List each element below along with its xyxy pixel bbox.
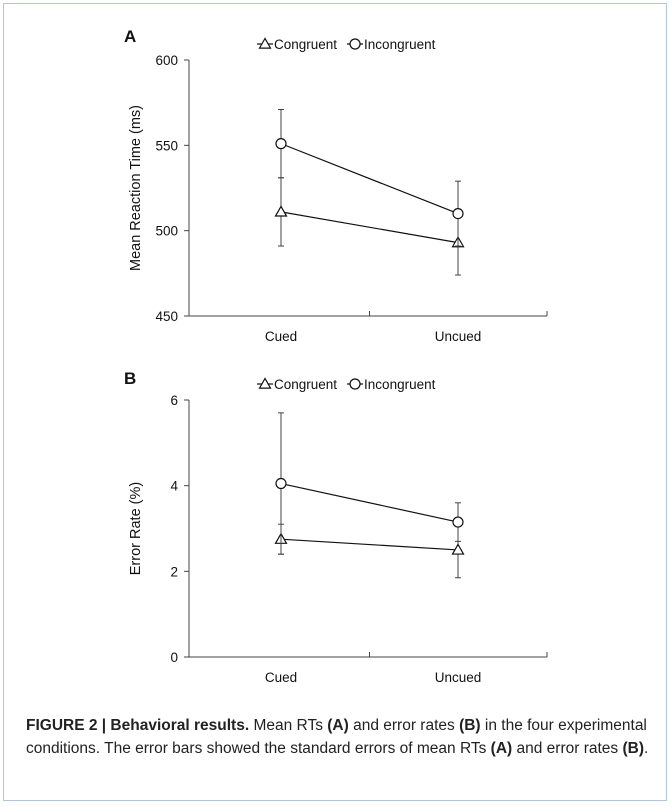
caption-text: and error rates bbox=[512, 740, 623, 757]
caption-figure-label: FIGURE 2 | Behavioral results. bbox=[26, 717, 250, 734]
caption-ref-b: (B) bbox=[622, 740, 645, 757]
y-axis-label: Mean Reaction Time (ms) bbox=[128, 105, 144, 271]
x-tick-label: Cued bbox=[265, 329, 297, 344]
series-line bbox=[280, 482, 459, 523]
caption-text: . bbox=[644, 740, 649, 757]
circle-marker bbox=[452, 516, 464, 528]
legend-triangle-marker bbox=[258, 377, 272, 389]
figure-frame bbox=[3, 3, 667, 801]
caption-text: in the four experimental conditions. The… bbox=[26, 717, 647, 757]
caption-text: and error rates bbox=[348, 717, 460, 734]
legend-label: Incongruent bbox=[364, 377, 436, 392]
legend-label: Incongruent bbox=[364, 37, 436, 52]
figure-caption: FIGURE 2 | Behavioral results. Mean RTs … bbox=[26, 714, 651, 760]
series-line bbox=[280, 143, 459, 215]
y-tick-label: 500 bbox=[155, 224, 178, 239]
y-tick-label: 2 bbox=[170, 564, 178, 579]
caption-ref-a: (A) bbox=[327, 717, 349, 734]
y-tick-label: 6 bbox=[170, 393, 178, 408]
y-tick-label: 0 bbox=[170, 650, 178, 665]
circle-marker bbox=[275, 138, 287, 150]
triangle-marker bbox=[451, 543, 465, 555]
caption-text: Mean RTs bbox=[249, 717, 328, 734]
triangle-marker bbox=[274, 205, 288, 217]
legend-triangle-marker bbox=[258, 37, 272, 49]
series-line bbox=[280, 211, 459, 244]
figure-charts: A 450 500 550 600 Cued Uncued Mean Reaction Tim… bbox=[124, 27, 548, 685]
panel-label: B bbox=[124, 369, 136, 388]
x-tick-label: Uncued bbox=[435, 670, 482, 685]
legend-circle-marker bbox=[349, 378, 361, 390]
y-axis-label: Error Rate (%) bbox=[128, 482, 144, 575]
y-tick-label: 600 bbox=[155, 53, 178, 68]
y-tick-label: 550 bbox=[155, 138, 178, 153]
series-line bbox=[280, 538, 459, 551]
panel-label: A bbox=[124, 27, 136, 46]
caption-ref-a: (A) bbox=[490, 740, 513, 757]
legend-label: Congruent bbox=[274, 377, 337, 392]
y-tick-label: 4 bbox=[170, 479, 178, 494]
x-tick-label: Uncued bbox=[435, 329, 482, 344]
legend-circle-marker bbox=[349, 38, 361, 50]
y-tick-label: 450 bbox=[155, 309, 178, 324]
circle-marker bbox=[275, 477, 287, 490]
legend-label: Congruent bbox=[274, 37, 337, 52]
caption-ref-b: (B) bbox=[459, 717, 481, 734]
x-tick-label: Cued bbox=[265, 670, 297, 685]
circle-marker bbox=[452, 208, 464, 220]
